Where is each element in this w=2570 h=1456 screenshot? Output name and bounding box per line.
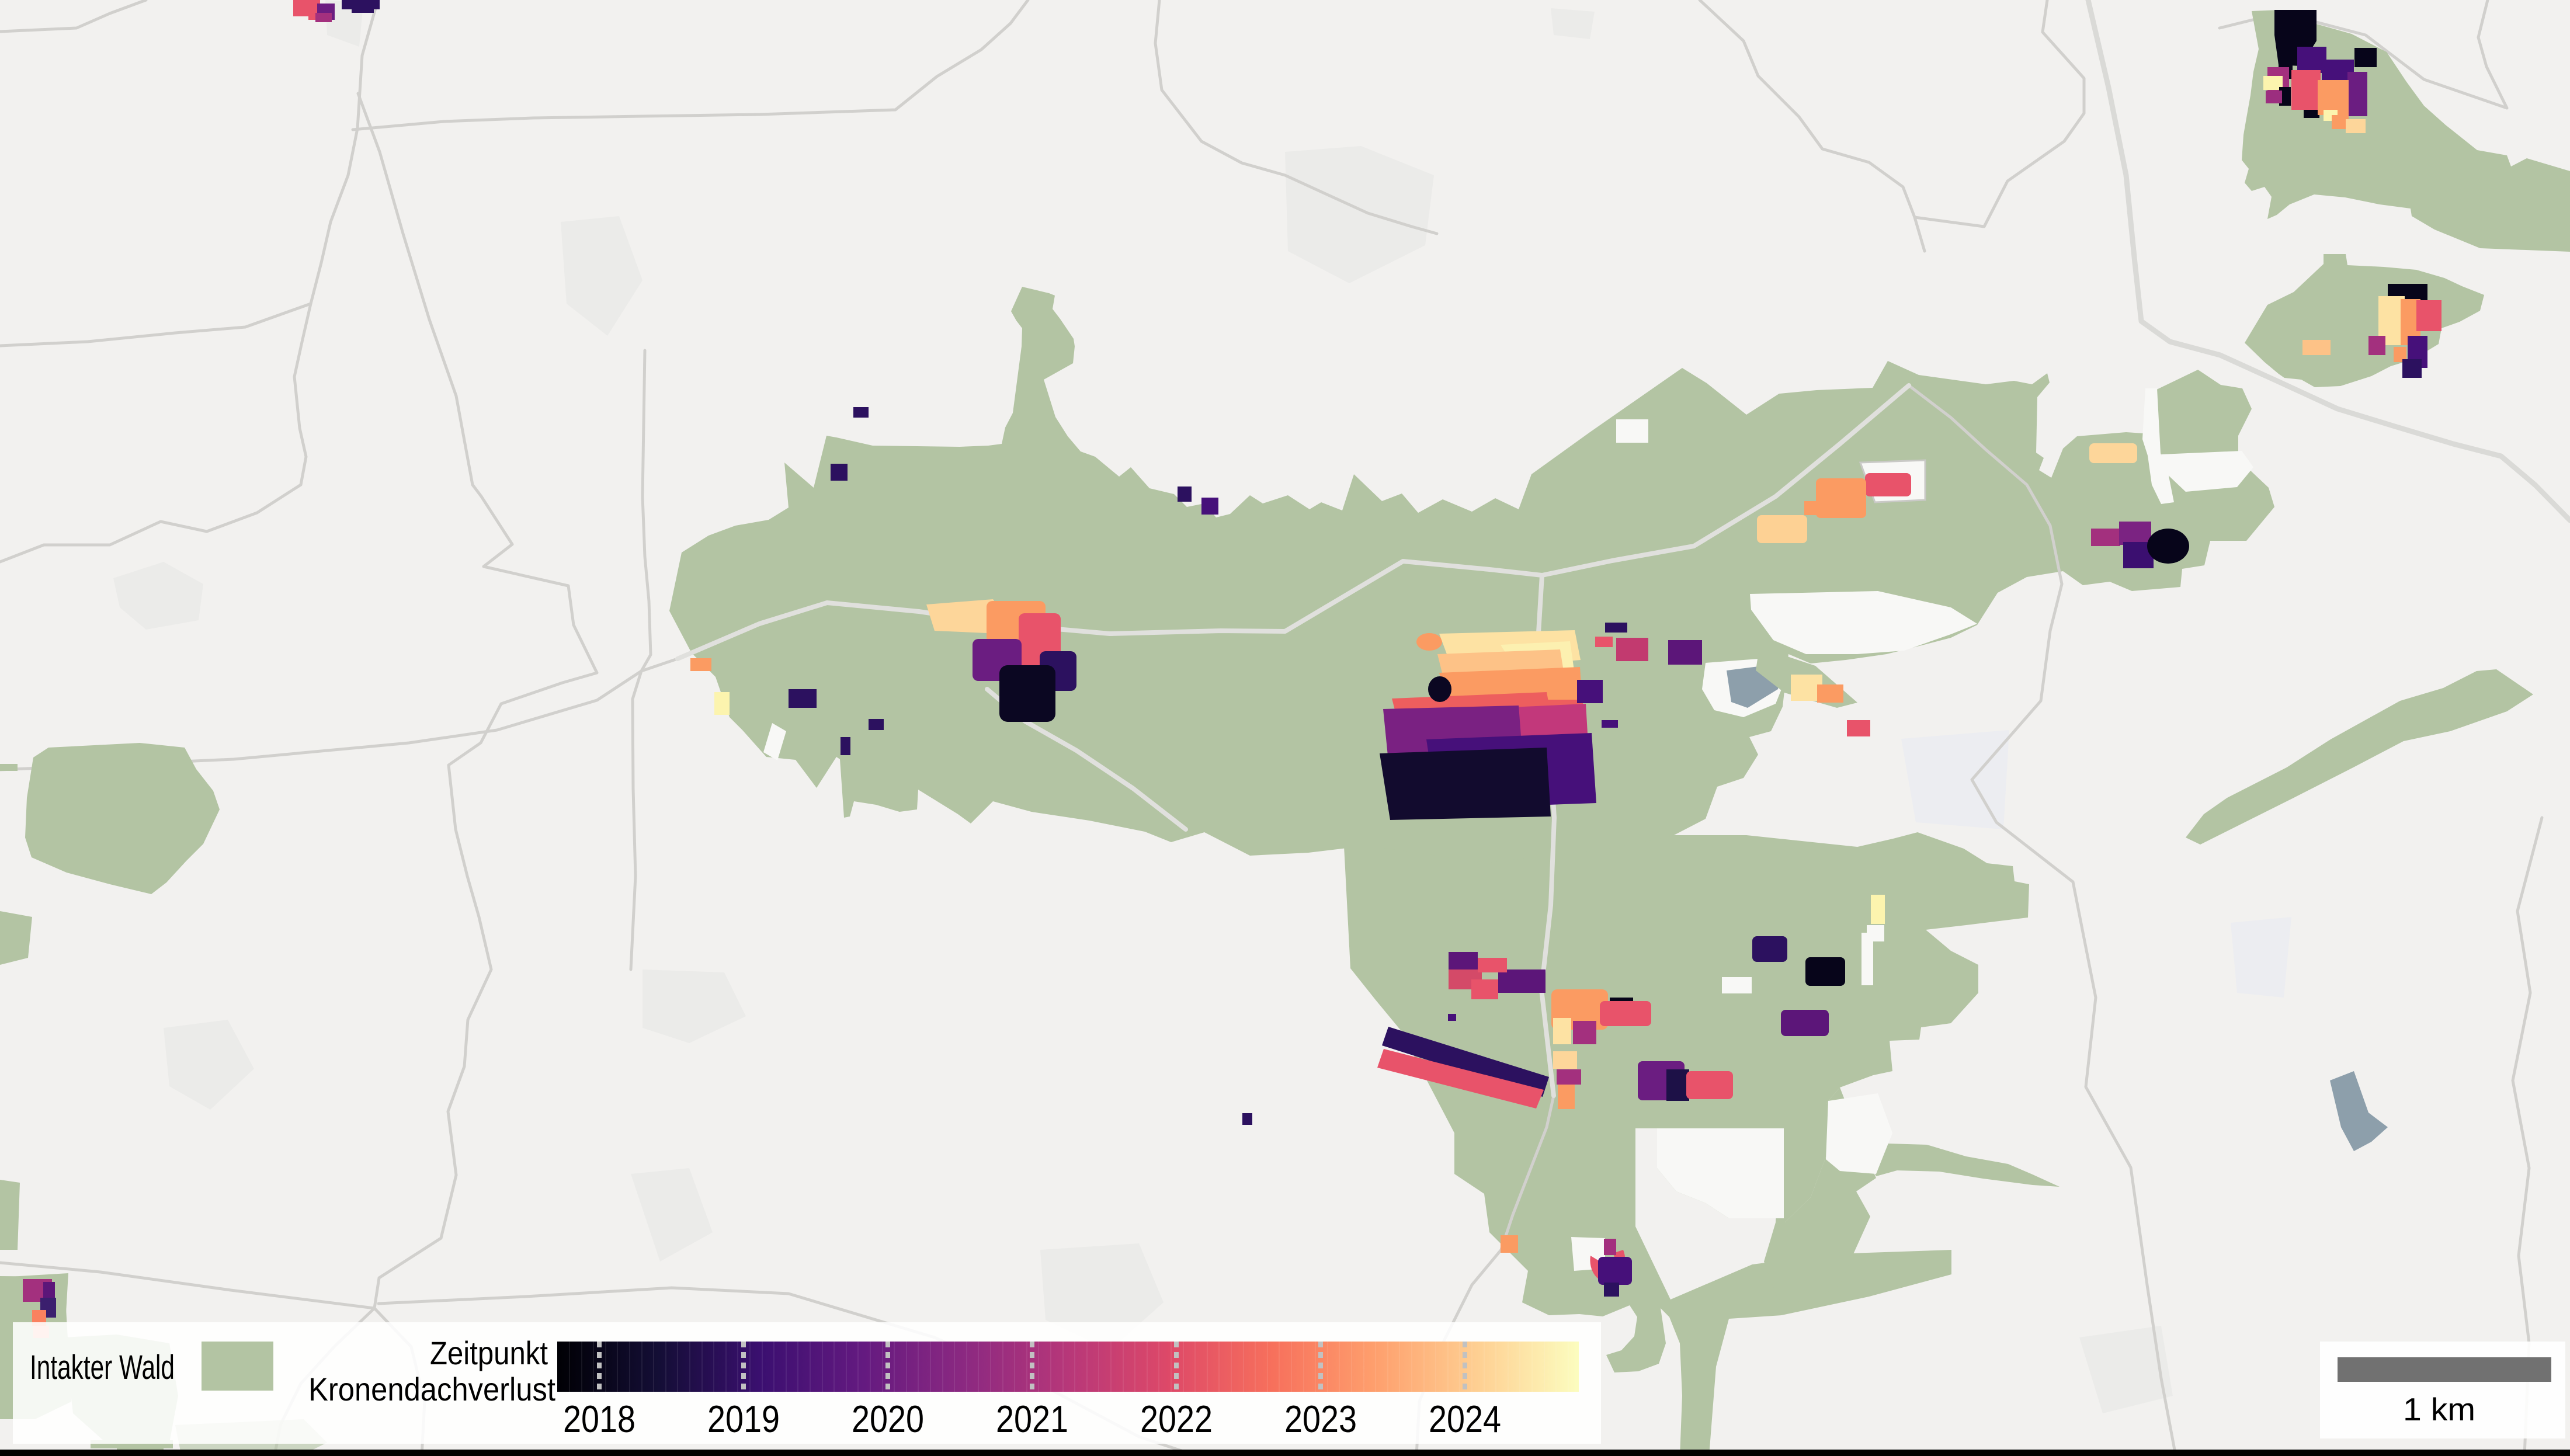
svg-text:1 km: 1 km (2403, 1391, 2475, 1427)
svg-text:2019: 2019 (707, 1398, 780, 1440)
svg-text:2022: 2022 (1140, 1398, 1213, 1440)
svg-text:Intakter Wald: Intakter Wald (30, 1349, 175, 1386)
svg-text:2021: 2021 (996, 1398, 1068, 1440)
svg-text:Zeitpunkt: Zeitpunkt (430, 1335, 548, 1371)
svg-text:2020: 2020 (852, 1398, 924, 1440)
svg-text:Kronendachverlust: Kronendachverlust (308, 1371, 555, 1408)
svg-text:2024: 2024 (1429, 1398, 1501, 1440)
svg-text:2018: 2018 (563, 1398, 635, 1440)
svg-text:2023: 2023 (1284, 1398, 1357, 1440)
